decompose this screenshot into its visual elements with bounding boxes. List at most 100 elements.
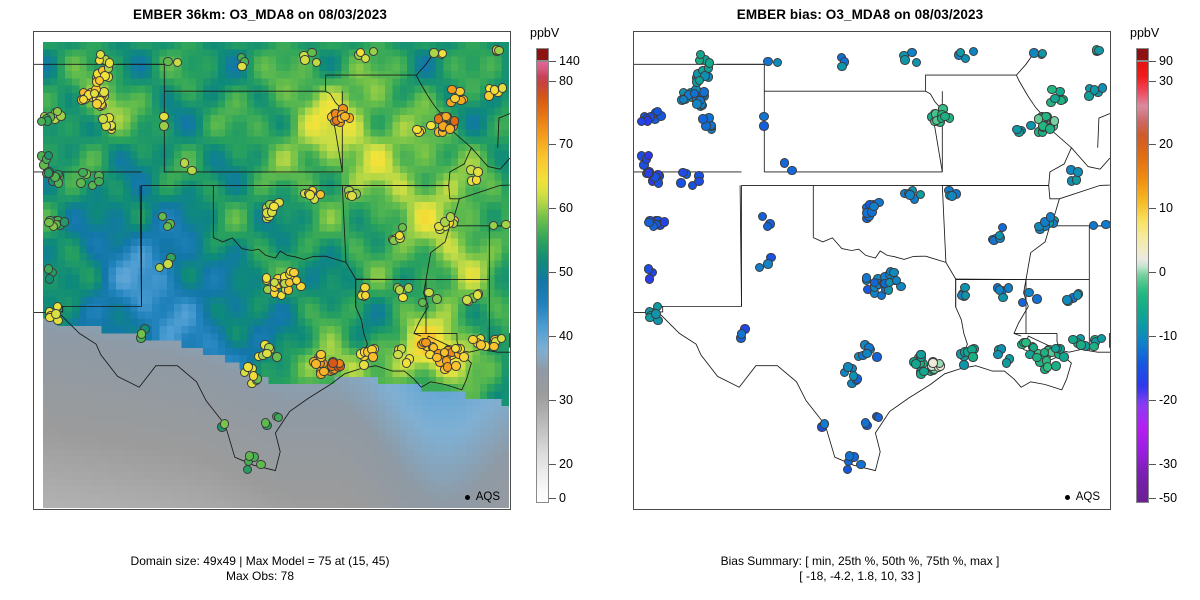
observation-marker <box>759 121 769 131</box>
observation-marker <box>757 211 768 222</box>
observation-marker <box>398 292 408 303</box>
map-border-line <box>1071 147 1110 170</box>
observation-marker <box>1017 297 1028 308</box>
observation-marker <box>403 283 413 293</box>
observation-marker <box>59 217 70 227</box>
colorbar-tick-mark <box>1149 208 1156 210</box>
observation-marker <box>219 419 230 429</box>
observation-marker <box>1068 334 1078 345</box>
colorbar-tick-mark <box>549 464 556 466</box>
map-border-line <box>471 147 510 170</box>
observation-marker <box>269 277 280 288</box>
observation-marker <box>844 451 855 461</box>
x-tick-mark <box>249 31 250 32</box>
colorbar-tick-label: -50 <box>1159 490 1178 505</box>
observation-marker <box>643 150 654 161</box>
y-tick-mark <box>633 327 634 328</box>
observation-marker <box>998 292 1008 303</box>
map-border-line <box>1013 279 1029 337</box>
observation-marker <box>136 329 147 339</box>
observation-marker <box>360 53 371 64</box>
colorbar-tick-label: 20 <box>559 457 573 472</box>
observation-marker <box>440 217 450 227</box>
observation-marker <box>94 176 104 187</box>
observation-marker <box>328 358 338 368</box>
observation-marker <box>248 371 259 381</box>
colorbar-tick-label: 10 <box>1159 201 1173 216</box>
observation-marker <box>412 124 422 135</box>
observation-marker <box>44 217 54 228</box>
colorbar-max-cap <box>536 48 549 61</box>
observation-marker <box>1062 295 1072 305</box>
map-border-line <box>813 237 947 263</box>
observation-marker <box>445 124 455 134</box>
observation-marker <box>262 348 272 359</box>
colorbar-model: 140 80 70 60 50 40 30 20 0 <box>536 48 580 505</box>
x-tick-mark <box>58 31 59 32</box>
observation-marker <box>437 48 448 59</box>
x-tick-mark <box>154 31 155 32</box>
observation-marker <box>78 94 89 105</box>
observation-marker <box>51 309 61 319</box>
observation-marker <box>450 93 460 104</box>
observation-marker <box>651 309 661 319</box>
observation-marker <box>442 362 453 372</box>
observation-marker <box>44 274 55 284</box>
caption-line-2: Max Obs: 78 <box>225 569 295 583</box>
observation-marker <box>873 412 884 423</box>
observation-marker <box>360 290 371 301</box>
observation-marker <box>162 221 172 232</box>
aqs-marker-icon <box>1064 494 1070 500</box>
colorbar-tick-mark <box>549 143 556 145</box>
observation-marker <box>1073 167 1083 177</box>
observation-marker <box>848 371 859 381</box>
observation-marker <box>763 56 773 67</box>
colorbar-tick-label: 30 <box>1159 73 1173 88</box>
y-tick-mark <box>633 165 634 166</box>
observation-marker <box>368 352 378 362</box>
colorbar-tick-label: -30 <box>1159 457 1178 472</box>
observation-points-layer <box>634 32 1110 509</box>
x-tick-mark <box>945 31 946 32</box>
observation-marker <box>947 191 957 201</box>
observation-marker <box>842 464 853 475</box>
observation-marker <box>819 419 830 429</box>
observation-marker <box>426 120 436 131</box>
map-border-line <box>1059 184 1110 200</box>
colorbar-tick-label: 40 <box>559 328 573 343</box>
observation-marker <box>1047 84 1057 95</box>
observation-marker <box>261 273 272 283</box>
observation-marker <box>1045 124 1055 134</box>
observation-marker <box>856 459 866 470</box>
observation-marker <box>955 47 966 58</box>
observation-marker <box>1012 124 1022 135</box>
y-tick-mark <box>633 380 634 381</box>
observation-marker <box>993 349 1003 360</box>
observation-marker <box>762 221 772 232</box>
observation-marker <box>1051 361 1061 371</box>
map-plot-area: AQS 25.2527.2529.2531.2533.2535.2537.253… <box>633 31 1111 510</box>
y-tick-mark <box>633 219 634 220</box>
y-tick-mark <box>633 434 634 435</box>
observation-marker <box>911 359 921 369</box>
observation-marker <box>501 219 510 230</box>
colorbar-tick-label: -10 <box>1159 328 1178 343</box>
observation-marker <box>256 459 266 470</box>
y-tick-mark <box>33 165 34 166</box>
colorbar-unit-label: ppbV <box>1130 26 1160 40</box>
colorbar-tick-label: 90 <box>1159 54 1173 68</box>
observation-marker <box>1096 333 1107 344</box>
map-border-line <box>925 74 1017 92</box>
observation-marker <box>1101 219 1110 230</box>
x-tick-mark <box>1040 31 1041 32</box>
observation-marker <box>497 83 508 93</box>
x-tick-mark <box>440 31 441 32</box>
observation-marker <box>159 121 169 131</box>
colorbar-tick-mark <box>1149 497 1156 499</box>
colorbar-tick-label: 80 <box>559 73 573 88</box>
observation-marker <box>154 262 165 273</box>
colorbar-tick-mark <box>1149 464 1156 466</box>
observation-marker <box>900 55 910 65</box>
observation-marker <box>476 340 486 350</box>
